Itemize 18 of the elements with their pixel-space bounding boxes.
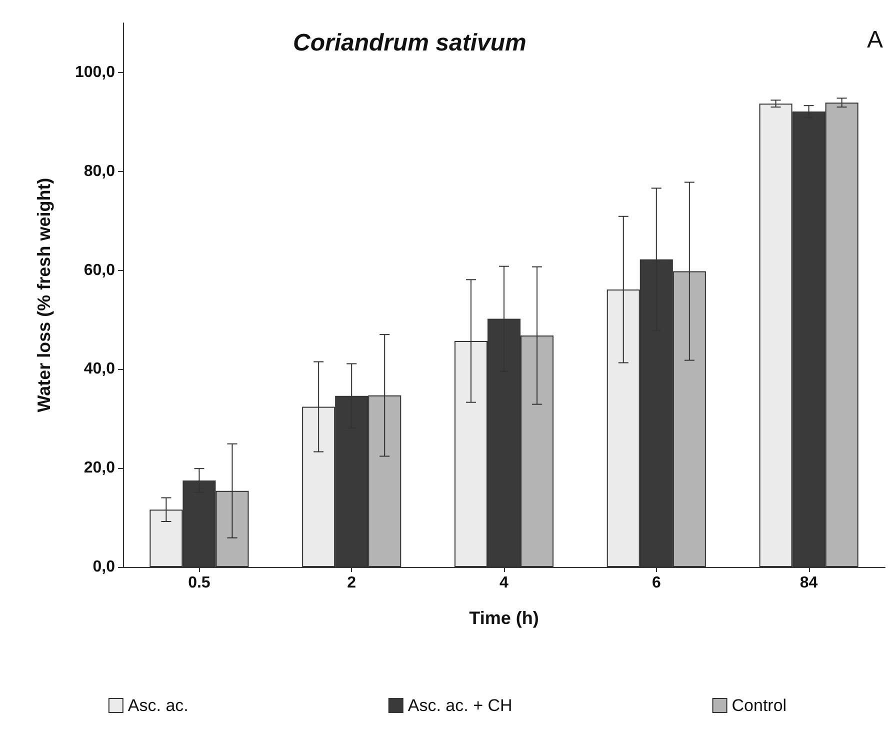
annotation: A <box>866 26 884 54</box>
x-tick-label: 84 <box>800 574 818 592</box>
y-tick-label: 80,0 <box>84 162 116 180</box>
x-tick-label: 6 <box>652 574 661 592</box>
legend-label: Control <box>732 696 787 715</box>
y-tick-label: 100,0 <box>74 64 116 81</box>
y-tick-label: 60,0 <box>84 262 116 279</box>
x-axis-title: Time (h) <box>469 608 539 628</box>
chart-title: Coriandrum sativum <box>293 30 526 56</box>
y-tick-label: 20,0 <box>84 460 116 477</box>
y-axis-title: Water loss (% fresh weight) <box>34 178 54 412</box>
x-tick-label: 2 <box>347 574 356 592</box>
y-tick-label: 40,0 <box>84 360 116 378</box>
legend-label: Asc. ac. + CH <box>408 696 512 715</box>
y-tick-label: 0,0 <box>92 558 116 576</box>
x-tick-label: 4 <box>500 574 509 592</box>
x-tick-label: 0.5 <box>188 574 210 592</box>
legend-label: Asc. ac. <box>128 696 188 715</box>
